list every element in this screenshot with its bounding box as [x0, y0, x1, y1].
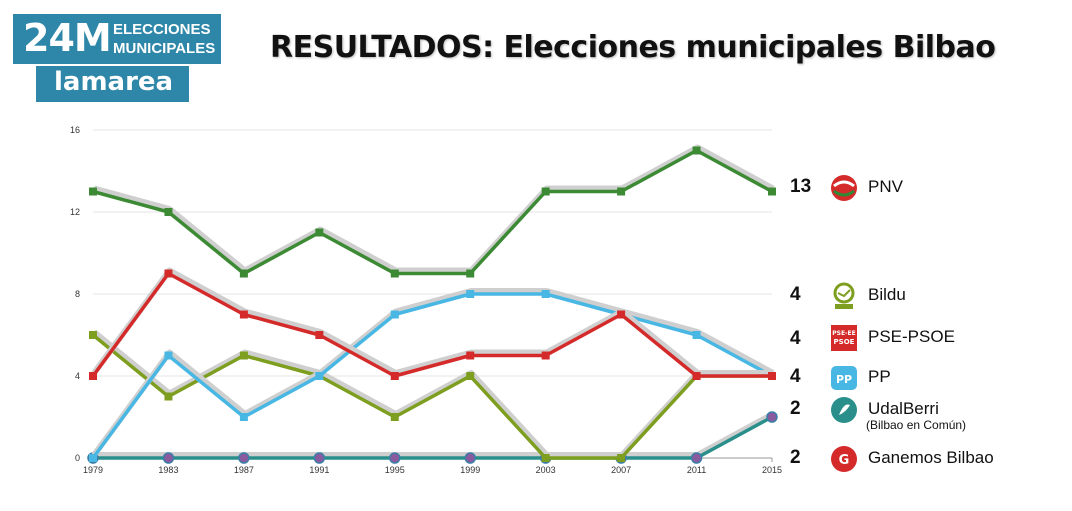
- series-line: [93, 415, 773, 460]
- x-tick-label: 2011: [687, 465, 706, 475]
- series-shadow: [93, 144, 775, 274]
- series-line: [92, 148, 773, 276]
- data-point: [164, 392, 173, 401]
- legend-seats-bildu: 4: [790, 284, 801, 305]
- pp-icon-text: PP: [836, 373, 852, 386]
- logo-subtitle-line1: ELECCIONES: [113, 21, 211, 38]
- data-point: [766, 411, 778, 423]
- data-point: [89, 372, 97, 380]
- data-point: [390, 310, 399, 319]
- data-point: [541, 454, 550, 462]
- y-tick-label: 8: [75, 289, 80, 299]
- x-tick-label: 1995: [385, 465, 405, 475]
- psoe-icon-text1: PSE-EE: [832, 330, 856, 337]
- ganemos-logo-icon: G: [831, 446, 857, 472]
- data-point: [315, 331, 324, 339]
- x-tick-label: 1983: [158, 465, 178, 475]
- data-point: [541, 187, 550, 196]
- x-tick-label: 1979: [83, 465, 103, 475]
- data-point: [466, 269, 475, 278]
- x-tick-label: 2007: [611, 465, 631, 475]
- data-point: [464, 452, 476, 464]
- legend-name-pnv: PNV: [868, 177, 903, 196]
- data-point: [617, 454, 626, 462]
- series-line: [91, 271, 772, 378]
- data-point: [541, 351, 550, 360]
- psoe-icon-text2: PSOE: [834, 338, 855, 346]
- data-point: [768, 372, 776, 380]
- y-tick-label: 12: [70, 207, 80, 217]
- legend-name-pp: PP: [868, 367, 891, 386]
- data-point: [239, 269, 248, 278]
- data-point: [692, 372, 701, 380]
- data-point: [390, 413, 399, 421]
- psoe-logo-icon: PSE-EE PSOE: [831, 325, 857, 351]
- data-point: [164, 208, 173, 216]
- pp-logo-icon: PP: [831, 366, 857, 390]
- pnv-logo-icon: [831, 175, 857, 201]
- logo-24m-badge: 24M ELECCIONES MUNICIPALES: [13, 14, 221, 64]
- data-point: [466, 290, 475, 298]
- data-point: [690, 452, 703, 464]
- x-tick-label: 1991: [309, 465, 329, 475]
- chart-title: RESULTADOS: Elecciones municipales Bilba…: [270, 30, 996, 65]
- y-tick-label: 4: [75, 371, 80, 381]
- data-point: [315, 372, 324, 380]
- data-point: [466, 351, 475, 360]
- legend-seats-pnv: 13: [790, 176, 812, 197]
- data-point: [313, 452, 326, 464]
- data-point: [89, 454, 97, 462]
- data-point: [164, 351, 173, 360]
- legend-seats-psoe: 4: [790, 328, 801, 349]
- series-shadow: [91, 288, 775, 457]
- legend-name-udalberri: UdalBerri: [868, 399, 939, 418]
- legend-seats-udalberri: 2: [790, 398, 801, 419]
- data-point: [239, 351, 248, 360]
- x-tick-label: 2015: [762, 465, 782, 475]
- data-point: [692, 146, 701, 155]
- data-point: [768, 187, 776, 196]
- udalberri-logo-icon: [831, 397, 857, 423]
- data-point: [390, 372, 399, 380]
- data-point: [390, 269, 399, 278]
- lamarea-logo: lamarea: [36, 66, 189, 102]
- data-point: [541, 290, 550, 298]
- x-tick-label: 2003: [536, 465, 556, 475]
- data-point: [692, 331, 701, 339]
- legend-seats-ganemos: 2: [790, 447, 801, 468]
- data-point: [162, 452, 175, 464]
- legend-seats-pp: 4: [790, 366, 801, 387]
- data-point: [617, 187, 626, 196]
- y-tick-label: 0: [75, 453, 80, 463]
- data-point: [617, 310, 626, 319]
- logo-24m-text: 24M: [23, 16, 112, 60]
- legend-name-psoe: PSE-PSOE: [868, 327, 955, 346]
- legend-name-ganemos: Ganemos Bilbao: [868, 448, 994, 467]
- legend-note-udalberri: (Bilbao en Común): [866, 418, 967, 432]
- data-point: [238, 452, 250, 464]
- data-point: [466, 372, 475, 380]
- series-line: [91, 333, 772, 460]
- y-tick-label: 16: [70, 125, 80, 135]
- data-point: [89, 331, 97, 339]
- data-point: [239, 413, 248, 421]
- series-line: [91, 292, 773, 460]
- logo-subtitle: ELECCIONES MUNICIPALES: [113, 20, 215, 58]
- x-tick-label: 1987: [234, 465, 254, 475]
- data-point: [89, 187, 97, 196]
- data-point: [164, 269, 173, 278]
- data-point: [239, 310, 248, 319]
- data-point: [389, 452, 401, 464]
- logo-subtitle-line2: MUNICIPALES: [113, 40, 216, 57]
- series-shadow: [91, 267, 773, 376]
- bildu-logo-icon: [833, 282, 855, 309]
- x-tick-label: 1999: [460, 465, 480, 475]
- series-shadow: [94, 411, 775, 458]
- data-point: [315, 228, 324, 237]
- ganemos-icon-text: G: [839, 453, 850, 468]
- legend-name-bildu: Bildu: [868, 285, 906, 304]
- lamarea-logo-text: lamarea: [54, 67, 174, 97]
